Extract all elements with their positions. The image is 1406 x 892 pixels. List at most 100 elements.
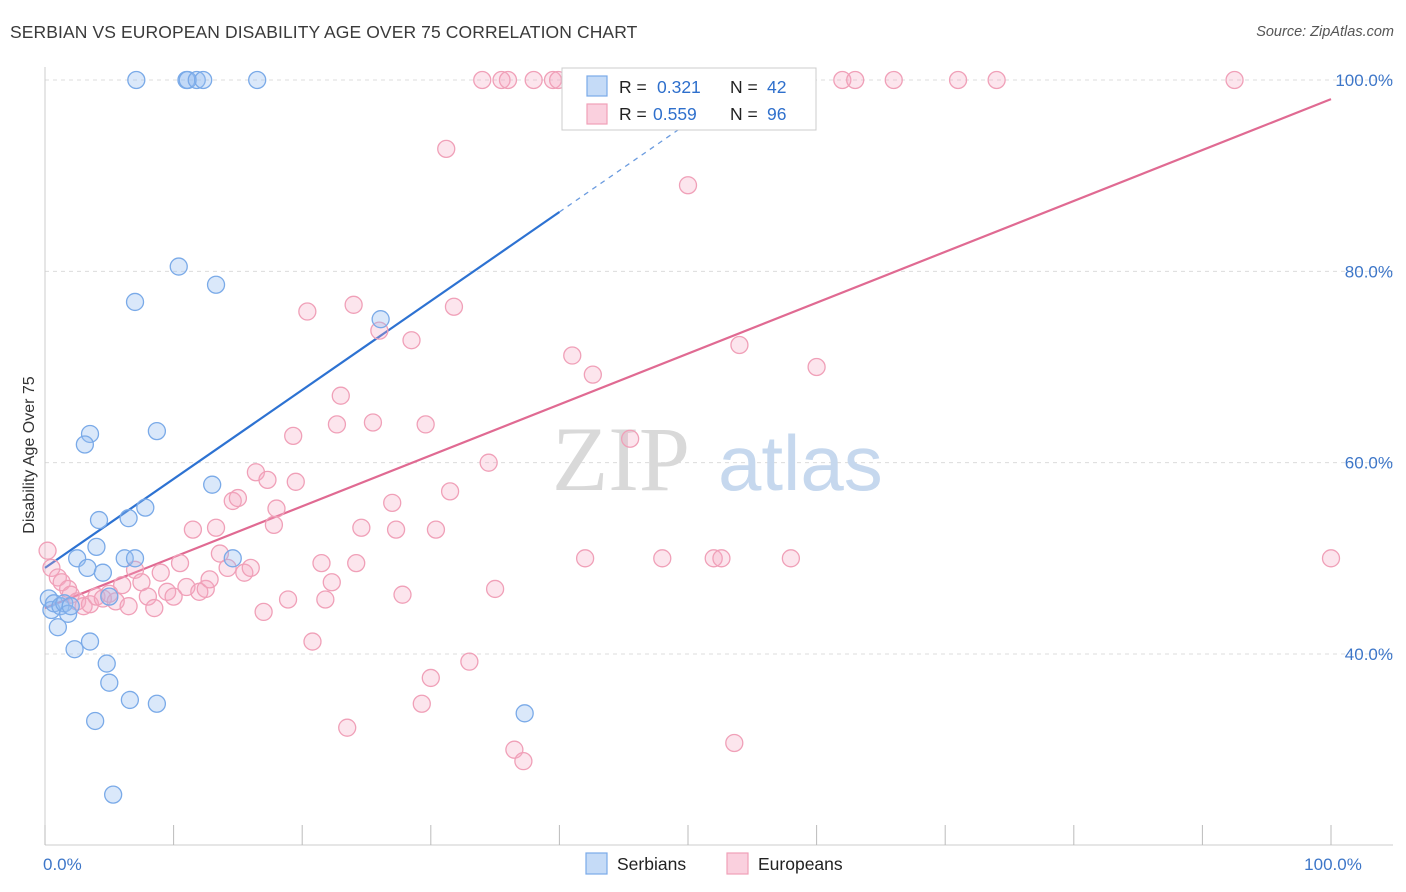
point-serbians [194,70,213,90]
x-tick-label: 100.0% [1304,855,1362,874]
legend-n-label-1: N = [730,77,758,97]
legend-r-label-1: R = [619,77,647,97]
trend-line-serbians [44,211,561,569]
point-serbians [87,537,106,557]
point-europeans [563,346,582,365]
point-europeans [42,558,61,578]
point-europeans [170,553,190,573]
source-credit: Source: ZipAtlas.com [1256,24,1394,40]
point-serbians [80,632,100,651]
point-europeans [286,472,305,491]
point-europeans [987,70,1006,90]
point-europeans [196,579,215,599]
legend-n-label-2: N = [730,104,758,124]
grid-lines [45,79,1393,655]
bottom-legend-swatch-europeans [726,852,749,875]
point-serbians [119,509,138,528]
bottom-legend-swatch-serbians [585,852,608,875]
y-tick-label: 40.0% [1345,645,1393,664]
point-europeans [781,549,801,568]
point-europeans [444,297,464,316]
point-europeans [583,365,602,384]
y-tick-label: 100.0% [1335,71,1393,90]
trend-lines [44,98,1332,610]
chart-title: SERBIAN VS EUROPEAN DISABILITY AGE OVER … [10,22,638,42]
point-europeans [460,652,479,671]
point-serbians [515,704,534,723]
point-serbians [100,673,119,692]
point-europeans [347,553,366,573]
point-europeans [138,587,158,606]
point-europeans [363,413,383,432]
point-serbians [89,510,109,530]
watermark-zip: ZIP [552,408,690,510]
bottom-legend-label-serbians: Serbians [617,854,686,874]
point-serbians [104,785,123,804]
point-europeans [412,694,431,713]
point-europeans [833,70,852,90]
point-europeans [620,429,640,448]
point-serbians [65,640,84,659]
point-europeans [327,415,347,434]
point-serbians [187,70,206,90]
point-serbians [75,435,95,454]
point-europeans [514,751,533,771]
point-europeans [402,331,421,350]
point-europeans [479,453,498,472]
point-serbians [169,257,188,276]
point-europeans [183,520,203,539]
point-europeans [119,597,138,616]
point-serbians [78,558,97,578]
point-europeans [421,668,440,688]
point-europeans [1225,70,1244,90]
point-europeans [473,70,492,90]
point-europeans [543,70,563,90]
legend-r-value-2: 0.559 [653,104,697,124]
point-europeans [492,70,511,90]
point-europeans [331,386,350,405]
point-serbians [80,424,100,444]
point-europeans [725,733,744,753]
legend-swatch-europeans [586,103,608,125]
trend-line-europeans [44,98,1332,610]
point-europeans [386,520,406,539]
point-serbians [48,618,68,637]
legend-n-value-1: 42 [767,77,786,97]
watermark-atlas: atlas [718,419,883,507]
point-europeans [258,470,277,490]
point-serbians [61,597,80,616]
point-serbians [125,549,145,568]
legend-n-value-2: 96 [767,104,786,124]
point-europeans [241,558,260,578]
legend-r-label-2: R = [619,104,647,124]
point-europeans [228,488,248,508]
correlation-legend: R = 0.321 N = 42 R = 0.559 N = 96 [561,67,817,131]
point-europeans [218,558,237,578]
point-europeans [807,357,826,377]
y-axis-label: Disability Age Over 75 [21,376,38,534]
point-europeans [704,549,723,568]
point-europeans [712,549,731,568]
point-serbians [93,563,113,582]
point-serbians [203,475,222,494]
point-europeans [284,426,303,446]
point-europeans [322,573,341,592]
point-europeans [498,70,518,90]
point-serbians [115,549,134,568]
point-europeans [338,718,357,737]
point-europeans [485,579,505,599]
point-europeans [74,597,93,616]
series-legend: Serbians Europeans [585,852,843,875]
point-europeans [267,499,286,518]
point-europeans [145,598,164,618]
point-europeans [316,590,335,609]
point-europeans [524,70,543,90]
tick-labels: 40.0% 60.0% 80.0% 100.0% 0.0% 100.0% [43,71,1393,874]
point-europeans [113,575,132,595]
point-europeans [298,302,317,321]
point-europeans [223,491,242,511]
point-serbians [147,421,167,441]
watermark: ZIP atlas [552,408,883,510]
point-serbians [248,70,267,90]
